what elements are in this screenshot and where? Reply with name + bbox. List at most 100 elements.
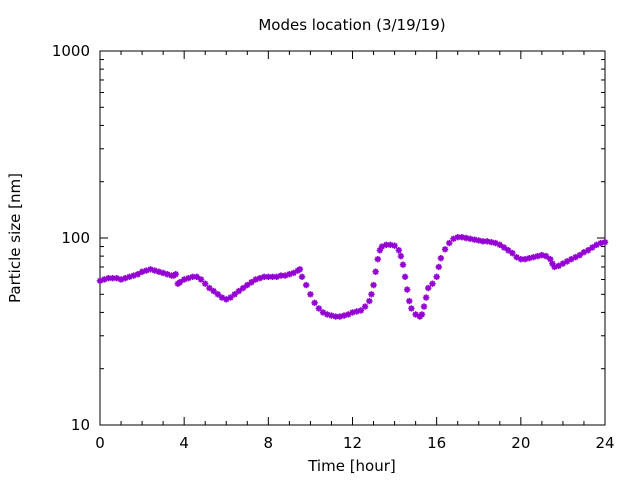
data-point [517, 256, 525, 263]
data-point [180, 276, 188, 283]
data-point [223, 296, 230, 303]
data-point [248, 279, 255, 286]
data-point [151, 267, 158, 274]
data-point [450, 235, 457, 243]
data-point [542, 252, 550, 260]
data-point [601, 238, 609, 246]
data-point [479, 238, 487, 245]
data-point [505, 247, 512, 254]
data-point [378, 243, 386, 250]
data-point [260, 273, 268, 281]
data-point [387, 241, 394, 248]
data-point [96, 277, 104, 285]
data-point [500, 244, 508, 251]
y-axis-label: Particle size [nm] [6, 173, 24, 303]
data-point [475, 237, 482, 244]
data-point [134, 271, 142, 278]
x-tick-label: 24 [595, 434, 614, 452]
data-point [462, 234, 470, 242]
data-point [244, 281, 251, 289]
data-point [467, 235, 474, 243]
data-point [239, 284, 247, 292]
data-point [458, 233, 466, 241]
data-point [559, 260, 567, 267]
data-point [210, 287, 217, 295]
data-point [406, 297, 413, 305]
data-point [509, 249, 516, 257]
plot-frame [99, 50, 606, 426]
data-point [488, 238, 495, 246]
y-tick-label: 1000 [52, 42, 90, 60]
data-point [425, 284, 432, 292]
data-point [418, 311, 426, 318]
y-tick-label: 100 [61, 229, 90, 247]
data-point [214, 291, 222, 298]
data-point [437, 254, 445, 262]
data-point [286, 271, 293, 278]
x-tick-label: 12 [343, 434, 362, 452]
data-point [117, 276, 125, 283]
data-point [408, 305, 415, 312]
data-point [401, 273, 409, 281]
data-point [218, 294, 226, 301]
data-point [580, 248, 588, 256]
data-point [185, 274, 192, 282]
data-point [307, 291, 314, 298]
data-point [130, 272, 137, 279]
data-point [412, 311, 419, 318]
data-point [349, 309, 356, 316]
data-point [597, 239, 604, 247]
data-point [366, 297, 373, 305]
data-point [172, 271, 179, 278]
data-point [298, 273, 306, 281]
data-point [372, 268, 379, 275]
data-point [206, 284, 213, 292]
y-tick-label: 10 [71, 416, 90, 434]
data-point [164, 271, 171, 278]
data-point [227, 294, 234, 301]
data-point [113, 274, 121, 282]
data-point [589, 244, 596, 251]
data-point [176, 279, 184, 286]
data-point [492, 239, 499, 247]
data-point [353, 308, 360, 315]
data-point [446, 239, 453, 247]
data-point [138, 268, 146, 275]
data-point [277, 272, 285, 279]
data-point [368, 291, 375, 298]
data-point [547, 256, 554, 263]
data-point [126, 273, 133, 281]
data-point [483, 238, 491, 245]
data-point [568, 256, 575, 263]
data-point [324, 311, 331, 318]
x-tick-label: 8 [264, 434, 274, 452]
data-point [549, 260, 556, 267]
data-point [101, 276, 108, 283]
data-point [202, 280, 209, 287]
data-point [391, 242, 398, 249]
chart-title: Modes location (3/19/19) [258, 16, 445, 34]
data-point [189, 273, 196, 281]
data-point [319, 309, 327, 316]
data-point [441, 246, 449, 253]
data-point [422, 294, 430, 301]
data-point [315, 305, 323, 312]
data-point [155, 268, 163, 275]
data-point [376, 247, 384, 254]
data-point [429, 280, 436, 287]
data-point [496, 241, 503, 248]
data-point [551, 263, 558, 271]
data-point [584, 247, 592, 254]
data-point [159, 269, 167, 277]
data-point [399, 261, 407, 268]
data-point [404, 286, 411, 293]
data-point [105, 274, 112, 282]
data-point [513, 253, 520, 261]
data-point [361, 303, 369, 310]
x-tick-label: 20 [511, 434, 530, 452]
data-point [193, 273, 200, 281]
data-point [345, 311, 352, 318]
data-point [526, 254, 533, 262]
x-tick-label: 0 [95, 434, 105, 452]
